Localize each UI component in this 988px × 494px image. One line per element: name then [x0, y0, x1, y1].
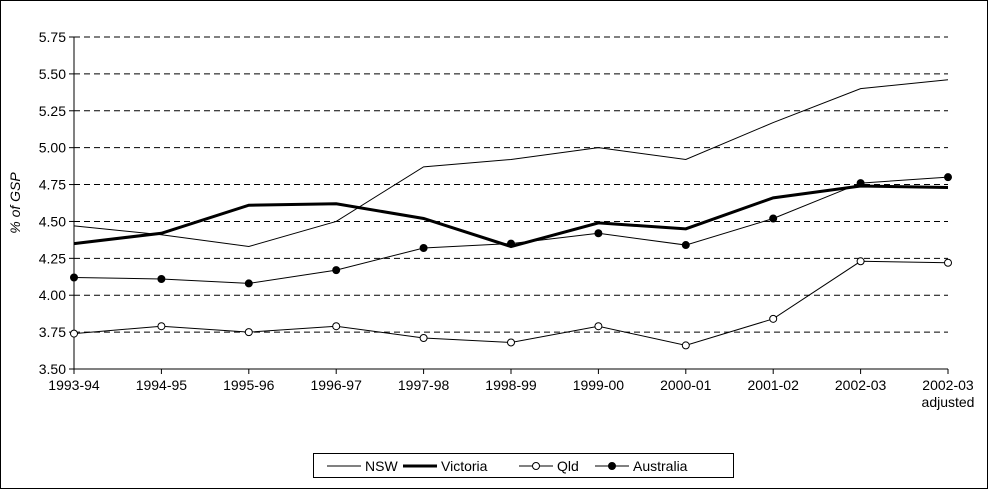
legend-label: Victoria — [441, 458, 488, 474]
marker — [507, 239, 515, 248]
legend-label: NSW — [365, 458, 398, 474]
marker — [70, 273, 78, 282]
x-tick-label: 1999-00 — [573, 377, 625, 393]
legend-label: Australia — [633, 458, 688, 474]
marker — [856, 179, 865, 188]
marker — [944, 173, 952, 182]
y-tick-label: 5.75 — [39, 29, 66, 45]
marker — [332, 266, 341, 275]
y-tick-label: 3.50 — [39, 361, 66, 377]
marker — [244, 328, 253, 337]
marker — [157, 322, 166, 331]
x-tick-label: 1996-97 — [311, 377, 363, 393]
marker — [681, 241, 690, 250]
y-tick-label: 5.25 — [39, 103, 66, 119]
marker — [244, 279, 253, 288]
marker — [70, 329, 78, 338]
legend-label: Qld — [557, 458, 579, 474]
y-tick-label: 5.00 — [39, 140, 66, 156]
marker — [507, 338, 515, 347]
legend-marker — [532, 462, 540, 470]
marker — [332, 322, 341, 331]
series-line — [73, 79, 949, 248]
x-tick-label: 2002-03 adjusted — [922, 377, 975, 410]
marker — [856, 257, 865, 266]
y-tick-label: 4.00 — [39, 287, 66, 303]
marker — [769, 214, 778, 223]
y-axis-label: % of GSP — [7, 172, 23, 234]
marker — [419, 334, 428, 343]
y-tick-label: 3.75 — [39, 324, 66, 340]
marker — [594, 229, 603, 238]
marker — [157, 274, 166, 283]
x-tick-label: 1993-94 — [48, 377, 100, 393]
x-tick-label: 2002-03 — [835, 377, 887, 393]
marker — [594, 322, 603, 331]
marker — [769, 314, 778, 323]
marker — [681, 341, 690, 350]
marker — [944, 258, 952, 267]
y-tick-label: 4.75 — [39, 177, 66, 193]
y-tick-label: 4.25 — [39, 250, 66, 266]
x-tick-label: 1994-95 — [136, 377, 188, 393]
x-tick-label: 1995-96 — [223, 377, 275, 393]
marker — [419, 244, 428, 253]
legend-marker — [608, 462, 616, 470]
x-tick-label: 1997-98 — [398, 377, 450, 393]
x-tick-label: 2001-02 — [748, 377, 800, 393]
x-tick-label: 2000-01 — [660, 377, 712, 393]
y-tick-label: 5.50 — [39, 66, 66, 82]
x-tick-label: 1998-99 — [485, 377, 537, 393]
y-tick-label: 4.50 — [39, 213, 66, 229]
